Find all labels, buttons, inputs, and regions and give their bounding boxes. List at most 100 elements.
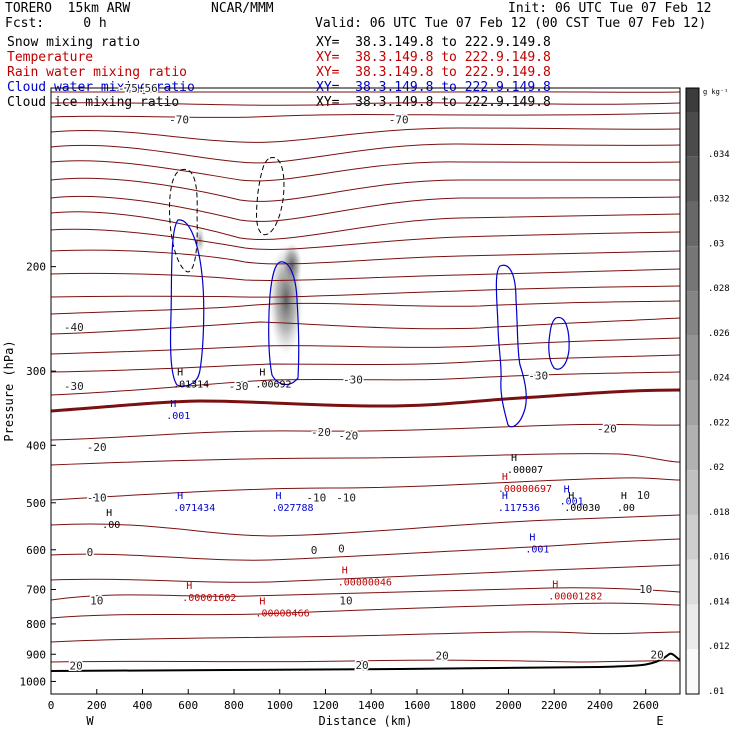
colorbar-tick-label: .024 xyxy=(708,374,730,384)
high-value: .117536 xyxy=(498,503,540,514)
y-tick-label: 700 xyxy=(26,584,46,597)
y-tick-label: 1000 xyxy=(20,675,47,688)
x-tick-label: 2000 xyxy=(495,699,522,712)
y-tick-label: 600 xyxy=(26,544,46,557)
temperature-label: 10 xyxy=(639,583,652,596)
temperature-label: -40 xyxy=(64,321,84,334)
high-marker: H xyxy=(552,579,558,590)
high-value: .00007 xyxy=(507,465,543,476)
east-label: E xyxy=(656,714,663,728)
terrain-line xyxy=(50,652,681,672)
temperature-label: 20 xyxy=(355,659,368,672)
colorbar-tick-label: .028 xyxy=(708,284,730,294)
high-marker: H xyxy=(275,491,281,502)
temperature-label: -20 xyxy=(311,426,331,439)
high-value: .00030 xyxy=(564,503,600,514)
maximum-labels: H.01314H.00692H.001H.071434H.027788H.00H… xyxy=(102,368,635,620)
west-label: W xyxy=(86,714,94,728)
colorbar-segment xyxy=(686,380,699,426)
colorbar-tick-label: .01 xyxy=(708,687,724,697)
colorbar-tick-label: .032 xyxy=(708,195,730,205)
valid-time: Valid: 06 UTC Tue 07 Feb 12 (00 CST Tue … xyxy=(315,16,707,31)
high-marker: H xyxy=(502,472,508,483)
x-tick-label: 1600 xyxy=(404,699,431,712)
high-marker: H xyxy=(170,399,176,410)
colorbar-segment xyxy=(686,335,699,381)
model-title: TORERO 15km ARW xyxy=(5,1,131,16)
temperature-label: 0 xyxy=(87,546,94,559)
high-value: .01314 xyxy=(173,380,209,391)
colorbar-tick-label: .034 xyxy=(708,150,730,160)
colorbar-tick-label: .022 xyxy=(708,418,730,428)
y-tick-label: 200 xyxy=(26,261,46,274)
high-value: .027788 xyxy=(271,503,313,514)
high-value: .00692 xyxy=(255,380,291,391)
cloud-ice-shading xyxy=(195,226,303,355)
high-marker: H xyxy=(564,485,570,496)
temperature-label: 20 xyxy=(70,659,83,672)
x-tick-label: 600 xyxy=(178,699,198,712)
high-marker: H xyxy=(106,508,112,519)
high-value: .00008466 xyxy=(255,608,309,619)
field-xy-rain: XY= 38.3.149.8 to 222.9.149.8 xyxy=(316,65,551,80)
x-tick-label: 2400 xyxy=(587,699,614,712)
x-axis-label: Distance (km) xyxy=(319,714,413,728)
colorbar-tick-label: .02 xyxy=(708,463,724,473)
colorbar-unit: g kg⁻¹ xyxy=(703,88,728,96)
temperature-label: -30 xyxy=(229,380,249,393)
x-tick-label: 800 xyxy=(224,699,244,712)
high-marker: H xyxy=(529,533,535,544)
high-marker: H xyxy=(259,596,265,607)
high-marker: H xyxy=(259,368,265,379)
temperature-label: 20 xyxy=(435,650,448,663)
temperature-label: -20 xyxy=(87,441,107,454)
y-axis-label: Pressure (hPa) xyxy=(2,340,16,441)
x-tick-label: 1200 xyxy=(312,699,339,712)
temperature-label: 10 xyxy=(90,594,103,607)
high-marker: H xyxy=(568,491,574,502)
field-xy-snow: XY= 38.3.149.8 to 222.9.149.8 xyxy=(316,35,551,50)
y-tick-label: 400 xyxy=(26,439,46,452)
colorbar-tick-label: .03 xyxy=(708,239,724,249)
x-tick-label: 1400 xyxy=(358,699,385,712)
y-tick-label: 300 xyxy=(26,365,46,378)
colorbar-segment xyxy=(686,88,699,112)
high-value: .00 xyxy=(617,503,635,514)
temperature-label: 0 xyxy=(311,544,318,557)
field-label-temperature: Temperature xyxy=(7,50,94,65)
x-tick-label: 200 xyxy=(87,699,107,712)
temperature-label: -20 xyxy=(338,429,358,442)
high-marker: H xyxy=(511,453,517,464)
high-value: .00000046 xyxy=(338,577,392,588)
colorbar-tick-label: .016 xyxy=(708,553,730,563)
colorbar-segment xyxy=(686,112,699,157)
temperature-label: 20 xyxy=(651,648,664,661)
high-value: .00001282 xyxy=(548,591,602,602)
x-tick-label: 0 xyxy=(48,699,55,712)
temperature-label: -75.56 xyxy=(118,82,158,95)
temperature-label: -30 xyxy=(343,374,363,387)
temperature-label: -10 xyxy=(306,492,326,505)
colorbar-segment xyxy=(686,291,699,336)
colorbar-segment xyxy=(686,425,699,471)
high-marker: H xyxy=(621,491,627,502)
colorbar-segment xyxy=(686,246,699,292)
high-marker: H xyxy=(177,491,183,502)
field-label-snow: Snow mixing ratio xyxy=(7,35,141,50)
colorbar: .034 .032 .03 .028 .026 .024 .022 .02 .018 .016 .0… xyxy=(685,87,730,697)
y-tick-label: 500 xyxy=(26,497,46,510)
temperature-label: 10 xyxy=(637,489,650,502)
field-xy-temperature: XY= 38.3.149.8 to 222.9.149.8 xyxy=(316,50,551,65)
colorbar-segment xyxy=(686,201,699,247)
temperature-labels: -75.56 -70 -70 -40 -30 -30 -30 -30 -20 -20 -20 -20 -… xyxy=(62,81,665,674)
temperature-label: 0 xyxy=(338,542,345,555)
init-time: Init: 06 UTC Tue 07 Feb 12 xyxy=(508,1,712,16)
x-tick-label: 1000 xyxy=(266,699,293,712)
x-tick-label: 1800 xyxy=(449,699,476,712)
high-value: .00 xyxy=(102,520,120,531)
high-value: .00000697 xyxy=(498,484,552,495)
temperature-label: -20 xyxy=(597,423,617,436)
colorbar-segment xyxy=(686,514,699,560)
colorbar-segment xyxy=(686,156,699,202)
